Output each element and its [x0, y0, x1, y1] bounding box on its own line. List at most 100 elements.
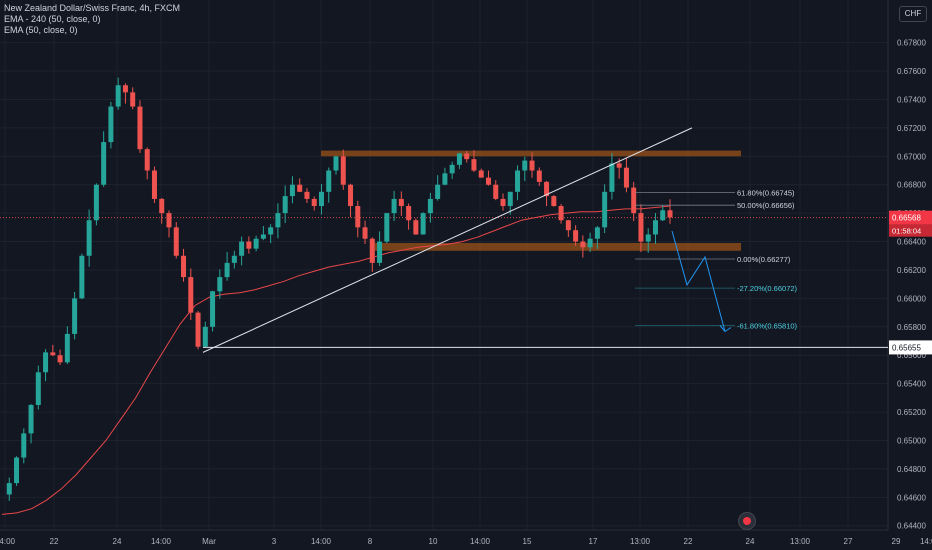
y-tick-label: 0.67400: [897, 95, 926, 104]
candle-body: [602, 191, 608, 228]
projection-path: [671, 230, 726, 332]
candle-body: [93, 184, 99, 221]
candle-body: [181, 255, 187, 278]
candle-body: [333, 156, 339, 171]
candle-body: [108, 106, 114, 143]
candle-body: [406, 206, 412, 221]
current-price-box: [889, 210, 932, 225]
current-price-label: 0.66568: [892, 214, 921, 223]
candle-body: [275, 213, 281, 228]
candle-body: [493, 184, 499, 199]
x-tick-label: 14:00: [470, 537, 491, 546]
candle-body: [515, 170, 521, 192]
y-tick-label: 0.64800: [897, 465, 926, 474]
candle-body: [159, 198, 165, 214]
candle-body: [478, 170, 484, 178]
candle-body: [623, 167, 629, 188]
candle-body: [645, 234, 651, 242]
candle-body: [289, 184, 295, 197]
candle-body: [64, 333, 70, 363]
countdown-label: 01:58:04: [892, 227, 921, 236]
candle-body: [246, 241, 252, 249]
candle-body: [384, 213, 390, 242]
x-tick-label: 24: [113, 537, 122, 546]
x-tick-label: 22: [50, 537, 59, 546]
candle-body: [413, 220, 419, 235]
x-tick-label: 14:00: [151, 537, 172, 546]
y-tick-label: 0.64400: [897, 522, 926, 531]
candle-body: [536, 170, 542, 182]
candle-body: [101, 142, 107, 185]
candle-body: [391, 198, 397, 214]
candle-body: [507, 191, 513, 207]
y-tick-label: 0.67200: [897, 124, 926, 133]
candle-body: [631, 187, 637, 214]
candle-body: [427, 198, 433, 214]
candle-body: [304, 191, 310, 199]
candle-body: [50, 352, 56, 356]
ema-240-legend: EMA - 240 (50, close, 0): [4, 14, 101, 24]
y-tick-label: 0.64600: [897, 493, 926, 502]
candle-body: [667, 210, 673, 218]
projection-arrow-icon: [719, 325, 732, 333]
tradingview-logo-icon[interactable]: [738, 512, 756, 530]
candle-body: [609, 163, 615, 192]
x-tick-label: 14:00: [311, 537, 332, 546]
candle-body: [122, 85, 128, 93]
countdown-box: [889, 224, 932, 237]
candle-body: [202, 326, 208, 347]
candle-body: [660, 210, 666, 221]
x-tick-label: 27: [844, 537, 853, 546]
candle-body: [6, 483, 12, 495]
candle-body: [464, 153, 470, 160]
y-tick-label: 0.66400: [897, 238, 926, 247]
candle-body: [442, 173, 448, 185]
candle-body: [14, 457, 20, 484]
candle-body: [260, 234, 266, 239]
ema-legend: EMA (50, close, 0): [4, 25, 78, 35]
candle-body: [369, 238, 375, 263]
fib-level-label: 50.00%(0.66656): [737, 201, 795, 210]
y-tick-label: 0.65200: [897, 408, 926, 417]
y-tick-label: 0.67800: [897, 39, 926, 48]
y-tick-label: 0.66800: [897, 181, 926, 190]
candle-body: [188, 277, 194, 313]
candle-body: [318, 191, 324, 207]
x-tick-label: 15: [523, 537, 532, 546]
fib-level-label: 61.80%(0.66745): [737, 189, 795, 198]
candle-body: [297, 184, 303, 192]
candle-body: [166, 213, 172, 228]
x-tick-label: 13:00: [790, 537, 811, 546]
horizontal-level-box: [889, 340, 932, 355]
candle-body: [544, 181, 550, 197]
currency-button[interactable]: CHF: [899, 6, 927, 22]
y-tick-label: 0.65400: [897, 380, 926, 389]
horizontal-level-label: 0.65655: [892, 343, 921, 352]
x-tick-label: 17: [589, 537, 598, 546]
candle-body: [522, 160, 528, 171]
candle-body: [355, 206, 361, 228]
y-tick-label: 0.67600: [897, 67, 926, 76]
candle-body: [43, 352, 49, 373]
candle-body: [638, 213, 644, 242]
candle-body: [210, 291, 216, 327]
candle-body: [340, 156, 346, 185]
candle-body: [195, 312, 201, 347]
candle-body: [377, 241, 383, 263]
symbol-title: New Zealand Dollar/Swiss Franc, 4h, FXCM: [4, 3, 181, 13]
candle-body: [144, 149, 150, 171]
candle-body: [239, 241, 245, 256]
candle-body: [21, 433, 27, 458]
x-tick-label: 13:00: [630, 537, 651, 546]
x-tick-label: 3: [272, 537, 277, 546]
candle-body: [253, 238, 259, 249]
y-tick-label: 0.65800: [897, 323, 926, 332]
x-tick-label: 10: [429, 537, 438, 546]
candle-body: [231, 255, 237, 263]
y-tick-label: 0.66000: [897, 294, 926, 303]
candle-body: [57, 355, 63, 363]
candle-body: [362, 227, 368, 239]
